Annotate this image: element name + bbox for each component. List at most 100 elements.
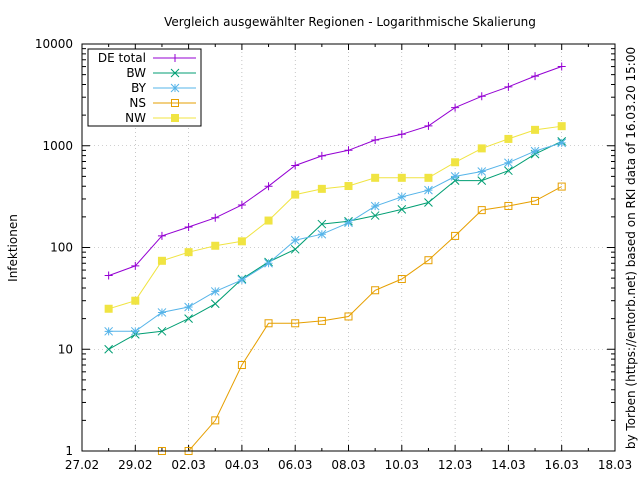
series-marker (237, 200, 246, 209)
y-tick-label: 100 (50, 241, 73, 255)
series-marker (157, 256, 166, 265)
series-line (108, 66, 562, 277)
legend-label: BY (131, 81, 147, 95)
series-bw (104, 136, 567, 354)
side-note: by Torben (https://entorb.net) based on … (624, 47, 638, 449)
series-marker (264, 216, 273, 225)
series-marker (291, 190, 300, 199)
series-marker (557, 122, 566, 131)
series-marker (170, 68, 180, 78)
legend-item: NW (125, 111, 196, 125)
series-marker (210, 287, 220, 296)
series-marker (370, 211, 380, 220)
series-marker (171, 114, 179, 122)
series-line (161, 186, 562, 452)
series-marker (450, 172, 460, 181)
series-marker (170, 83, 180, 93)
series-marker (424, 256, 433, 265)
series-marker (130, 326, 140, 336)
series-marker (371, 286, 380, 295)
series-line (108, 140, 562, 350)
series-marker (104, 304, 113, 313)
series-marker (397, 275, 406, 284)
series-marker (344, 218, 353, 228)
series-marker (290, 235, 300, 245)
series-marker (157, 308, 167, 317)
x-tick-label: 12.03 (438, 458, 472, 472)
x-tick-label: 14.03 (491, 458, 525, 472)
series-marker (424, 173, 433, 182)
series-marker (530, 146, 540, 156)
y-tick-label: 10 (58, 342, 73, 356)
x-tick-label: 29.02 (118, 458, 152, 472)
legend-label: DE total (98, 51, 146, 65)
legend-label: BW (126, 66, 146, 80)
series-marker (184, 248, 193, 257)
series-marker (184, 223, 193, 232)
series-marker (504, 134, 513, 143)
y-tick-label: 1000 (42, 139, 73, 153)
series-line (108, 142, 562, 332)
series-marker (477, 176, 487, 185)
series-marker (424, 185, 433, 195)
series-marker (291, 319, 300, 328)
x-tick-label: 04.03 (225, 458, 259, 472)
series-marker (211, 241, 220, 250)
x-tick-label: 06.03 (278, 458, 312, 472)
series-marker (504, 201, 513, 210)
series-marker (477, 144, 486, 153)
series-marker (290, 244, 300, 254)
series-marker (291, 161, 300, 170)
y-tick-label: 10000 (35, 37, 73, 51)
series-marker (157, 231, 166, 240)
series-marker (264, 319, 273, 328)
series-marker (104, 344, 114, 354)
series-marker (317, 184, 326, 193)
series-marker (317, 229, 327, 239)
series-marker (317, 151, 326, 160)
series-marker (531, 72, 540, 81)
x-tick-label: 02.03 (171, 458, 205, 472)
series-marker (371, 173, 380, 182)
series-marker (317, 316, 326, 325)
series-marker (237, 361, 246, 370)
series-marker (504, 158, 513, 168)
series-line (108, 125, 562, 310)
series-marker (344, 182, 353, 191)
series-marker (237, 275, 247, 285)
series-marker (477, 206, 486, 215)
series-marker (104, 271, 113, 280)
plot-frame (81, 43, 616, 452)
series-marker (424, 198, 433, 207)
series-marker (477, 92, 486, 101)
legend-item: DE total (98, 51, 196, 65)
series-nw (104, 122, 566, 313)
series-marker (531, 196, 540, 205)
series-marker (451, 158, 460, 167)
series-de-total (104, 62, 566, 280)
series-marker (557, 182, 566, 191)
series-marker (557, 62, 566, 71)
series-marker (504, 166, 513, 176)
series-marker (397, 192, 407, 202)
series-marker (451, 103, 460, 112)
series-marker (104, 326, 114, 336)
series-marker (264, 182, 273, 191)
series-ns (157, 182, 566, 455)
series-marker (397, 130, 406, 139)
series-marker (531, 125, 540, 134)
legend-item: BY (131, 81, 196, 95)
y-tick-label: 1 (65, 444, 73, 458)
series-marker (344, 146, 353, 155)
x-tick-label: 18.03 (598, 458, 632, 472)
x-tick-label: 08.03 (331, 458, 365, 472)
series-marker (397, 205, 407, 214)
series-marker (371, 135, 380, 144)
series-marker (184, 314, 193, 323)
series-marker (131, 261, 140, 270)
x-tick-label: 10.03 (385, 458, 419, 472)
series-marker (211, 416, 220, 425)
series-marker (211, 213, 220, 222)
